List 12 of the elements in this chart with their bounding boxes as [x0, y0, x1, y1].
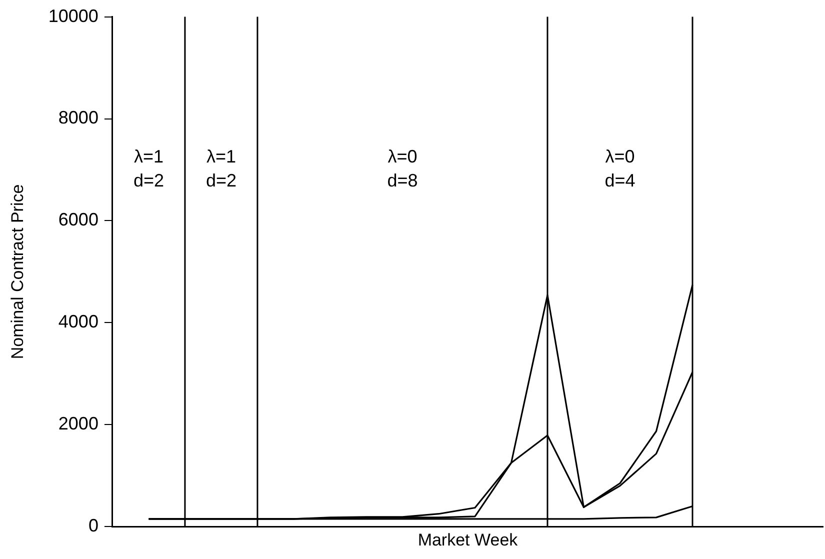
- annotation: λ=1 d=2: [206, 146, 236, 191]
- y-tick-label: 2000: [58, 414, 98, 434]
- y-tick-label: 10000: [48, 6, 98, 26]
- x-axis-title: Market Week: [418, 530, 518, 550]
- annotation: λ=0 d=8: [387, 146, 418, 191]
- y-tick-label: 6000: [58, 210, 98, 230]
- y-axis-title: Nominal Contract Price: [8, 184, 27, 360]
- y-tick-label: 0: [88, 516, 98, 536]
- y-tick-label: 4000: [58, 312, 98, 332]
- annotation: λ=0 d=4: [604, 146, 636, 191]
- y-tick-label: 8000: [58, 108, 98, 128]
- annotation: λ=1 d=2: [133, 146, 164, 191]
